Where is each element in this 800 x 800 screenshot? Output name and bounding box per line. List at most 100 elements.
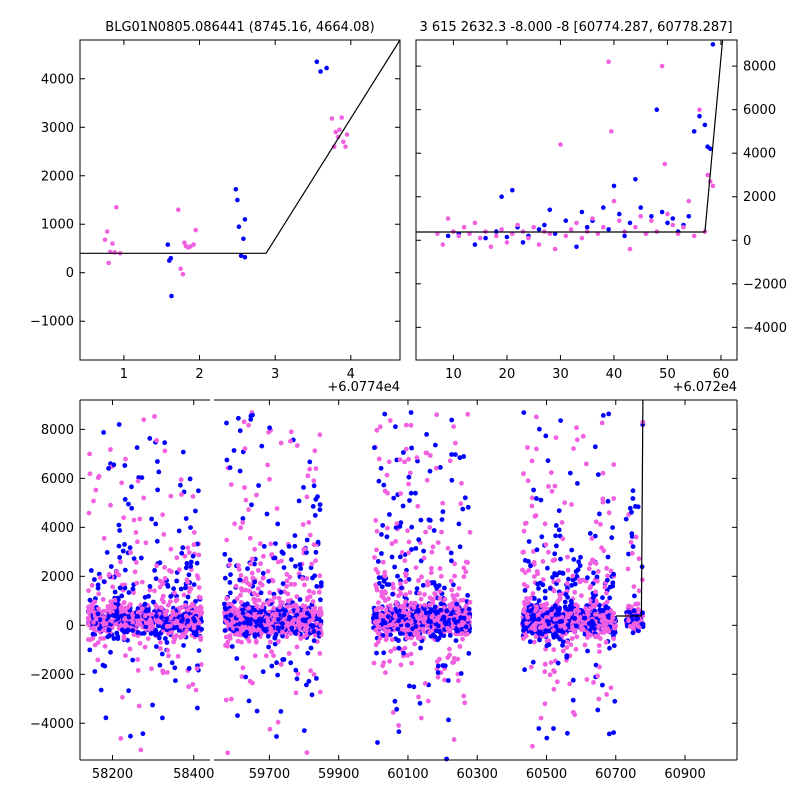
bottom-point-blue <box>289 625 295 631</box>
top-right-point-magenta <box>494 233 499 239</box>
bottom-point-blue <box>297 562 303 567</box>
bottom-point-blue <box>592 608 598 614</box>
bottom-point-magenta <box>432 591 438 596</box>
bottom-point-blue <box>122 463 128 468</box>
bottom-point-blue <box>552 571 557 576</box>
bottom-point-magenta <box>133 530 139 535</box>
bottom-point-magenta <box>265 618 271 624</box>
bottom-point-magenta <box>567 681 573 687</box>
bottom-point-blue <box>414 586 420 591</box>
bottom-point-magenta <box>451 737 457 742</box>
bottom-point-magenta <box>565 614 571 620</box>
bottom-point-magenta <box>100 597 106 602</box>
top-right-point-blue <box>697 113 702 119</box>
top-right-plot: 10 20 30 40 50 60 −4000 −2000 0 2000 4000 6000 8000 +… <box>415 39 787 395</box>
bottom-point-magenta <box>538 715 544 721</box>
bottom-point-magenta <box>86 604 91 610</box>
bottom-point-blue <box>448 550 454 556</box>
bottom-point-blue <box>138 555 144 561</box>
bottom-point-blue <box>115 616 121 621</box>
bottom-point-blue <box>224 420 229 426</box>
bottom-point-blue <box>611 730 616 735</box>
bottom-point-blue <box>401 450 406 455</box>
bottom-point-blue <box>134 445 140 450</box>
bottom-point-blue <box>446 717 451 723</box>
bottom-point-magenta <box>305 597 310 603</box>
bottom-point-magenta <box>389 541 395 547</box>
bottom-point-magenta <box>547 672 553 678</box>
bottom-point-magenta <box>145 636 151 641</box>
bottom-point-blue <box>280 581 286 587</box>
top-right-ytick-label: 2000 <box>743 190 776 205</box>
bottom-point-magenta <box>531 574 537 579</box>
bottom-point-magenta <box>560 648 566 654</box>
top-left-point-blue <box>238 253 244 259</box>
bottom-point-magenta <box>460 620 465 625</box>
top-left-point-magenta <box>102 237 108 243</box>
top-right-point-blue <box>445 233 451 239</box>
bottom-point-blue <box>597 607 603 613</box>
bottom-point-blue <box>195 625 201 630</box>
bottom-point-blue <box>229 644 235 649</box>
bottom-point-blue <box>266 644 271 650</box>
bottom-point-blue <box>610 525 615 530</box>
bottom-point-blue <box>401 650 406 656</box>
bottom-point-blue <box>522 558 528 563</box>
bottom-point-magenta <box>394 622 400 628</box>
bottom-point-magenta <box>380 559 386 565</box>
bottom-point-magenta <box>379 590 385 596</box>
bottom-point-blue <box>164 615 169 621</box>
bottom-point-magenta <box>101 535 107 541</box>
top-right-point-magenta <box>681 224 686 230</box>
top-right-point-magenta <box>558 142 563 147</box>
bottom-point-blue <box>315 494 320 500</box>
bottom-point-blue <box>544 735 550 741</box>
bottom-xtick-label: 60300 <box>457 767 498 782</box>
bottom-point-blue <box>278 589 284 595</box>
top-left-point-blue <box>242 217 248 222</box>
top-left-xtick-label: 3 <box>271 367 279 382</box>
bottom-point-magenta <box>534 604 539 610</box>
bottom-point-blue <box>630 488 636 494</box>
bottom-point-blue <box>223 614 229 619</box>
bottom-point-magenta <box>606 510 612 516</box>
bottom-point-magenta <box>412 641 417 647</box>
bottom-point-magenta <box>640 577 645 583</box>
bottom-point-blue <box>449 452 454 457</box>
bottom-point-magenta <box>593 561 599 566</box>
bottom-point-magenta <box>403 592 408 597</box>
bottom-point-blue <box>565 730 570 736</box>
bottom-point-blue <box>407 683 412 689</box>
bottom-point-magenta <box>375 630 381 636</box>
bottom-point-magenta <box>267 476 272 482</box>
bottom-point-magenta <box>304 576 310 581</box>
bottom-point-blue <box>380 523 386 528</box>
top-right-point-magenta <box>606 59 611 65</box>
bottom-point-blue <box>412 619 418 624</box>
bottom-point-magenta <box>137 621 143 627</box>
bottom-point-blue <box>92 577 97 582</box>
bottom-point-blue <box>405 622 410 628</box>
bottom-point-magenta <box>406 550 412 556</box>
bottom-point-blue <box>443 620 448 625</box>
bottom-point-blue <box>311 628 317 634</box>
top-right-point-magenta <box>461 224 467 230</box>
bottom-point-magenta <box>447 458 453 464</box>
bottom-point-magenta <box>157 584 163 590</box>
top-right-title: 3 615 2632.3 -8.000 -8 [60774.287, 60778… <box>419 20 732 35</box>
bottom-point-magenta <box>310 599 316 605</box>
top-left-frame <box>79 39 401 361</box>
bottom-point-blue <box>385 614 391 619</box>
bottom-point-magenta <box>626 603 632 609</box>
top-right-point-magenta <box>472 220 478 226</box>
bottom-point-blue <box>174 578 180 584</box>
bottom-point-magenta <box>546 484 551 489</box>
bottom-point-magenta <box>168 546 174 552</box>
top-left-point-magenta <box>176 207 181 212</box>
bottom-point-magenta <box>150 624 156 629</box>
bottom-point-magenta <box>294 644 300 650</box>
bottom-point-magenta <box>174 633 179 638</box>
top-left-point-blue <box>241 236 246 242</box>
bottom-point-blue <box>569 547 575 553</box>
bottom-point-blue <box>453 620 459 625</box>
